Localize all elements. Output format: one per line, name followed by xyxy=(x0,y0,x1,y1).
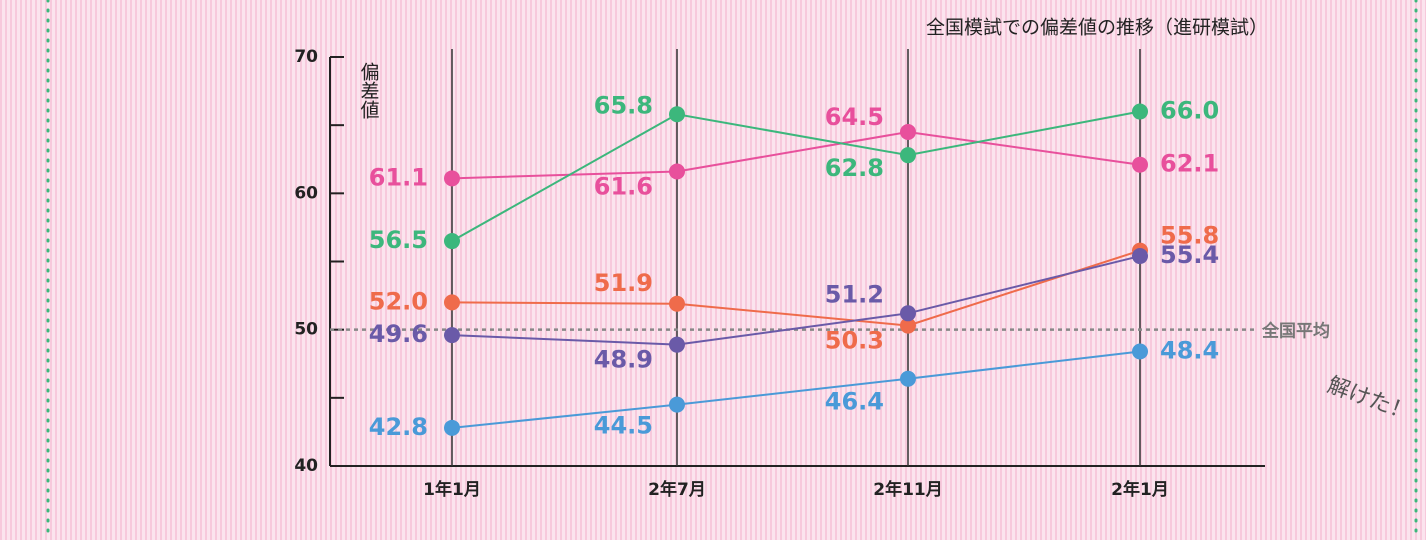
point xyxy=(1132,343,1148,359)
value-label: 64.5 xyxy=(825,103,884,131)
y-tick-label: 50 xyxy=(294,320,318,340)
line xyxy=(452,251,1140,326)
x-tick-label: 2年11月 xyxy=(873,479,943,500)
line xyxy=(452,132,1140,178)
point xyxy=(1132,104,1148,120)
chart: 全国模試での偏差値の推移（進研模試） 解けた！ 偏差値 40 50 60 70 1年1月… xyxy=(0,0,1426,540)
value-label: 61.6 xyxy=(594,173,653,201)
point xyxy=(1132,248,1148,264)
page: 全国模試での偏差値の推移（進研模試） 解けた！ 偏差値 40 50 60 70 1年1月… xyxy=(0,0,1426,540)
point xyxy=(669,164,685,180)
value-label: 61.1 xyxy=(369,163,428,191)
reference-label: 全国平均 xyxy=(1261,321,1330,342)
point xyxy=(900,124,916,140)
point xyxy=(444,327,460,343)
point xyxy=(444,420,460,436)
chart-title: 全国模試での偏差値の推移（進研模試） xyxy=(926,17,1268,39)
x-tick-label: 2年1月 xyxy=(1111,479,1169,500)
point xyxy=(900,305,916,321)
y-tick-label: 70 xyxy=(294,47,318,67)
x-tick-label: 2年7月 xyxy=(648,479,706,500)
value-label: 49.6 xyxy=(369,320,428,348)
value-label: 62.1 xyxy=(1160,150,1219,178)
value-label: 62.8 xyxy=(825,154,884,182)
line xyxy=(452,112,1140,242)
value-label: 55.4 xyxy=(1160,241,1219,269)
line xyxy=(452,351,1140,427)
value-label: 48.9 xyxy=(594,346,653,374)
annotation: 解けた！ xyxy=(1324,373,1415,427)
point xyxy=(900,147,916,163)
point xyxy=(444,233,460,249)
y-tick-label: 40 xyxy=(294,456,318,476)
value-label: 56.5 xyxy=(369,226,428,254)
value-label: 42.8 xyxy=(369,413,428,441)
y-label: 偏差値 xyxy=(358,62,380,119)
point xyxy=(669,106,685,122)
value-label: 52.0 xyxy=(369,287,428,315)
value-label: 65.8 xyxy=(594,91,653,119)
y-tick-label: 60 xyxy=(294,183,318,203)
point xyxy=(900,371,916,387)
value-label: 48.4 xyxy=(1160,336,1219,364)
point xyxy=(444,294,460,310)
value-label: 66.0 xyxy=(1160,97,1219,125)
value-label: 44.5 xyxy=(594,412,653,440)
point xyxy=(669,337,685,353)
point xyxy=(669,397,685,413)
point xyxy=(1132,157,1148,173)
value-label: 51.2 xyxy=(825,280,884,308)
value-label: 50.3 xyxy=(825,327,884,355)
x-tick-label: 1年1月 xyxy=(423,479,481,500)
point xyxy=(444,170,460,186)
line xyxy=(452,256,1140,345)
value-label: 46.4 xyxy=(825,388,884,416)
point xyxy=(669,296,685,312)
value-label: 51.9 xyxy=(594,269,653,297)
